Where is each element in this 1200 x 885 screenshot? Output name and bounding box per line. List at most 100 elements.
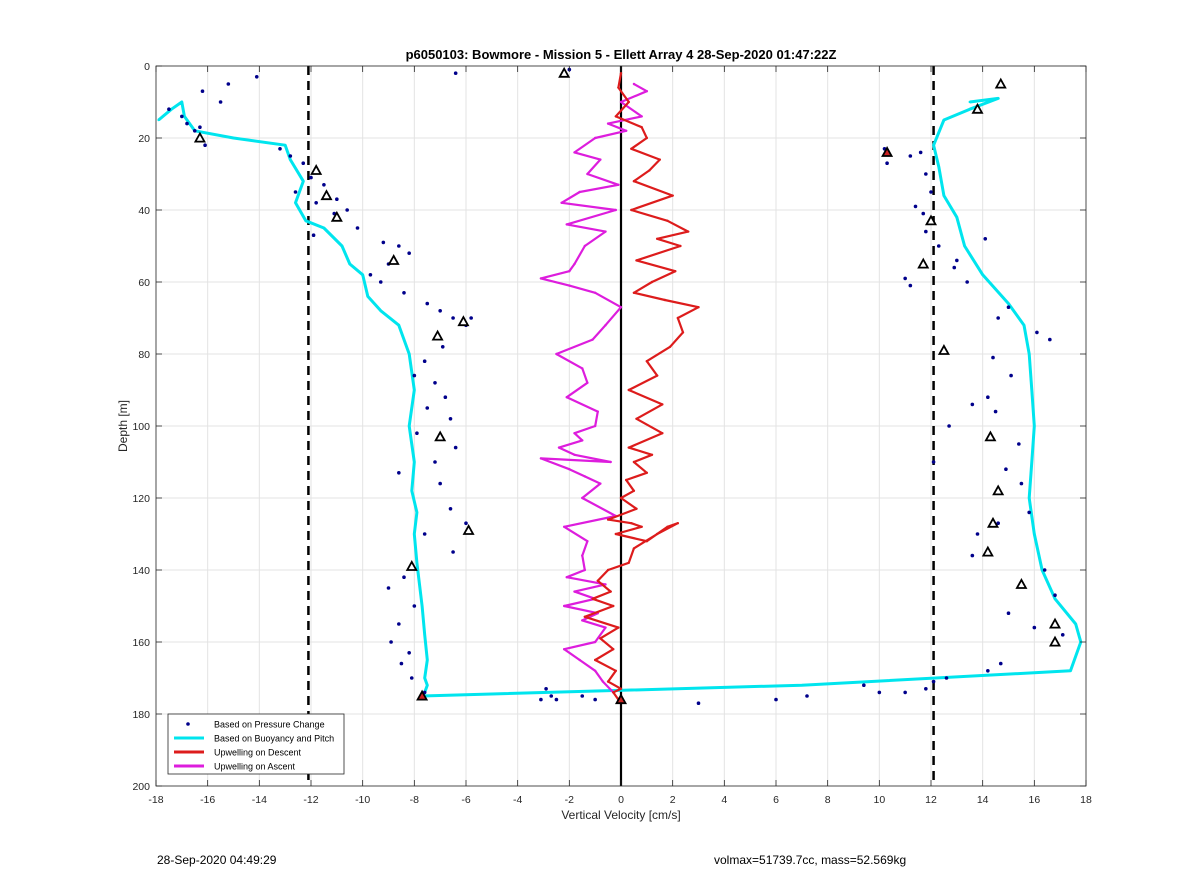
series-point-2 bbox=[632, 460, 636, 464]
series-point-1 bbox=[379, 309, 382, 312]
pressure-change-point bbox=[1017, 442, 1021, 446]
legend-label: Upwelling on Ascent bbox=[214, 762, 296, 772]
series-point-2 bbox=[635, 507, 638, 510]
series-point-3 bbox=[573, 590, 576, 593]
series-point-3 bbox=[581, 619, 584, 622]
pressure-change-point bbox=[549, 694, 554, 698]
series-point-3 bbox=[593, 424, 597, 428]
triangle-marker bbox=[462, 524, 475, 535]
x-tick-label: -14 bbox=[252, 794, 267, 806]
pressure-change-point bbox=[970, 402, 975, 407]
pressure-change-point bbox=[425, 301, 430, 306]
x-tick-label: 18 bbox=[1080, 794, 1092, 806]
marker-layer bbox=[193, 66, 1062, 705]
x-tick-label: 8 bbox=[825, 794, 831, 806]
pressure-change-point bbox=[986, 669, 990, 673]
series-point-3 bbox=[604, 626, 607, 629]
pressure-change-point bbox=[451, 550, 455, 554]
pressure-change-point bbox=[451, 316, 455, 320]
pressure-change-point bbox=[438, 481, 442, 486]
series-point-1 bbox=[410, 489, 413, 492]
series-point-3 bbox=[573, 262, 576, 266]
series-point-1 bbox=[407, 352, 411, 356]
y-tick-label: 120 bbox=[132, 493, 150, 505]
series-point-3 bbox=[573, 432, 576, 435]
series-point-2 bbox=[619, 496, 623, 500]
pressure-change-point bbox=[311, 233, 316, 237]
triangle-marker bbox=[330, 210, 343, 222]
series-point-2 bbox=[666, 525, 669, 528]
pressure-change-point bbox=[453, 71, 458, 75]
pressure-change-point bbox=[226, 82, 231, 86]
series-point-3 bbox=[609, 460, 612, 464]
pressure-change-point bbox=[203, 143, 207, 147]
pressure-change-point bbox=[965, 280, 969, 284]
series-point-3 bbox=[583, 475, 587, 478]
pressure-change-point bbox=[412, 604, 417, 608]
series-point-3 bbox=[581, 367, 584, 370]
pressure-change-point bbox=[1006, 305, 1011, 310]
pressure-change-point bbox=[924, 172, 928, 176]
series-point-1 bbox=[1022, 324, 1026, 327]
series-point-2 bbox=[614, 115, 618, 118]
pressure-change-point bbox=[402, 575, 406, 579]
series-point-3 bbox=[614, 208, 618, 212]
series-point-1 bbox=[1007, 302, 1010, 305]
series-point-3 bbox=[606, 122, 610, 125]
series-point-3 bbox=[581, 554, 584, 557]
pressure-change-point bbox=[1006, 611, 1011, 615]
pressure-change-point bbox=[314, 201, 318, 205]
series-point-3 bbox=[568, 468, 571, 471]
series-point-3 bbox=[565, 223, 568, 226]
pressure-change-point bbox=[407, 251, 411, 255]
series-point-2 bbox=[612, 648, 615, 651]
pressure-change-point bbox=[903, 276, 907, 281]
series-point-1 bbox=[183, 115, 186, 118]
pressure-change-point bbox=[1060, 633, 1065, 637]
pressure-change-point bbox=[415, 431, 419, 436]
triangle-marker bbox=[971, 102, 984, 114]
series-point-3 bbox=[581, 439, 584, 442]
x-tick-label: -6 bbox=[461, 794, 470, 806]
series-point-2 bbox=[655, 237, 659, 240]
pressure-change-point bbox=[453, 445, 458, 450]
series-point-2 bbox=[648, 169, 651, 172]
triangle-marker bbox=[917, 257, 930, 269]
x-axis-label: Vertical Velocity [cm/s] bbox=[561, 808, 680, 822]
pressure-change-point bbox=[200, 89, 205, 93]
pressure-change-point bbox=[288, 154, 293, 158]
series-point-1 bbox=[283, 144, 287, 147]
triangle-marker bbox=[1048, 617, 1062, 629]
series-point-2 bbox=[619, 72, 623, 75]
series-layer bbox=[157, 67, 1083, 705]
x-tick-label: 14 bbox=[977, 794, 989, 806]
series-point-2 bbox=[627, 561, 630, 564]
pressure-change-point bbox=[397, 471, 401, 475]
series-point-1 bbox=[932, 144, 935, 147]
triangle-marker bbox=[1015, 578, 1028, 589]
series-point-1 bbox=[170, 108, 173, 111]
series-point-3 bbox=[562, 648, 566, 651]
series-point-1 bbox=[361, 273, 364, 276]
pressure-change-point bbox=[409, 676, 414, 680]
y-tick-label: 100 bbox=[132, 421, 150, 433]
series-point-2 bbox=[668, 345, 672, 348]
series-point-3 bbox=[586, 172, 589, 176]
series-point-1 bbox=[981, 273, 984, 276]
pressure-change-point bbox=[355, 226, 360, 230]
series-point-2 bbox=[635, 259, 638, 262]
pressure-change-point bbox=[397, 244, 401, 248]
series-point-3 bbox=[565, 576, 568, 579]
series-line-3 bbox=[539, 83, 648, 694]
series-point-2 bbox=[679, 244, 682, 248]
series-point-2 bbox=[596, 579, 599, 582]
series-point-1 bbox=[1069, 669, 1072, 672]
pressure-change-point bbox=[975, 532, 980, 536]
series-point-1 bbox=[366, 295, 370, 298]
series-point-1 bbox=[413, 388, 416, 392]
series-point-2 bbox=[632, 180, 636, 183]
series-point-2 bbox=[630, 208, 633, 212]
y-tick-label: 60 bbox=[138, 277, 150, 289]
pressure-change-point bbox=[1042, 568, 1047, 572]
triangle-marker bbox=[1048, 635, 1062, 647]
